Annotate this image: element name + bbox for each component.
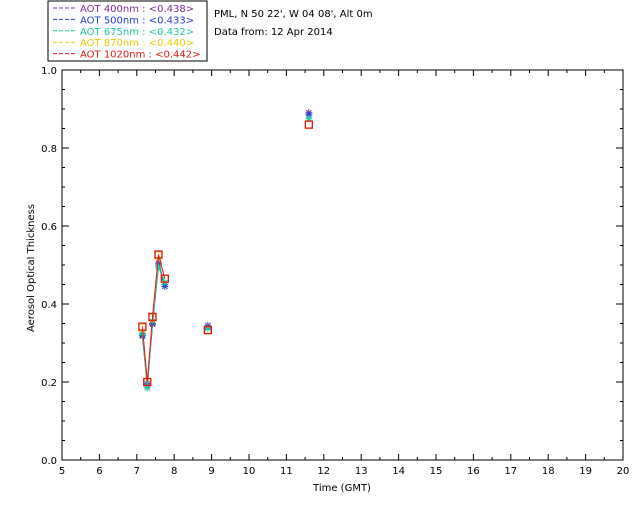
y-tick-label: 0.8 (41, 144, 57, 155)
series-3 (138, 120, 313, 387)
data-point (160, 274, 170, 283)
x-tick-label: 8 (171, 466, 177, 477)
legend-entry: AOT 870nm : <0.440> (80, 38, 194, 49)
data-point (203, 325, 213, 335)
series-0 (138, 109, 313, 388)
x-tick-label: 19 (579, 466, 592, 477)
data-point (148, 312, 157, 322)
x-tick-label: 15 (430, 466, 443, 477)
y-tick-label: 1.0 (41, 66, 57, 77)
header-location: PML, N 50 22', W 04 08', Alt 0m (214, 9, 373, 20)
series-line (141, 254, 166, 383)
x-axis-label: Time (GMT) (312, 483, 371, 494)
x-tick-label: 13 (355, 466, 368, 477)
data-point (204, 324, 212, 332)
y-tick-label: 0.4 (41, 300, 57, 311)
data-point (154, 263, 162, 271)
x-tick-label: 12 (317, 466, 330, 477)
y-tick-label: 0.6 (41, 222, 57, 233)
plot-frame (61, 69, 624, 461)
series-2 (138, 115, 313, 392)
x-tick-label: 10 (243, 466, 256, 477)
x-tick-label: 11 (280, 466, 293, 477)
x-tick-label: 16 (467, 466, 480, 477)
data-point (143, 377, 152, 387)
legend-entry: AOT 675nm : <0.432> (80, 27, 194, 38)
series-1 (138, 111, 313, 390)
header-date: Data from: 12 Apr 2014 (214, 27, 333, 38)
series-4 (138, 120, 313, 387)
y-axis-label: Aerosol Optical Thickness (26, 204, 37, 332)
data-point (154, 250, 163, 259)
axes: 5 6 7 8 9 10 11 12 13 14 15 16 17 18 19 20 0.0 0.2 0.4 0.6 0… (41, 66, 629, 477)
y-tick-label: 0.0 (41, 456, 57, 467)
legend: AOT 400nm : <0.438>AOT 500nm : <0.433>AO… (47, 0, 208, 62)
x-tick-label: 5 (59, 466, 65, 477)
x-tick-label: 14 (392, 466, 405, 477)
x-tick-label: 9 (208, 466, 214, 477)
y-tick-label: 0.2 (41, 378, 57, 389)
legend-entry: AOT 1020nm : <0.442> (80, 50, 200, 61)
chart-header: PML, N 50 22', W 04 08', Alt 0m Data fro… (214, 9, 373, 38)
x-tick-label: 20 (617, 466, 630, 477)
plot-marks (138, 109, 313, 392)
x-tick-label: 6 (96, 466, 102, 477)
x-tick-label: 17 (504, 466, 517, 477)
legend-entry: AOT 500nm : <0.433> (80, 15, 194, 26)
data-point (304, 120, 313, 129)
x-tick-label: 18 (542, 466, 555, 477)
data-point (138, 322, 147, 331)
x-tick-label: 7 (134, 466, 140, 477)
legend-entry: AOT 400nm : <0.438> (80, 4, 194, 15)
